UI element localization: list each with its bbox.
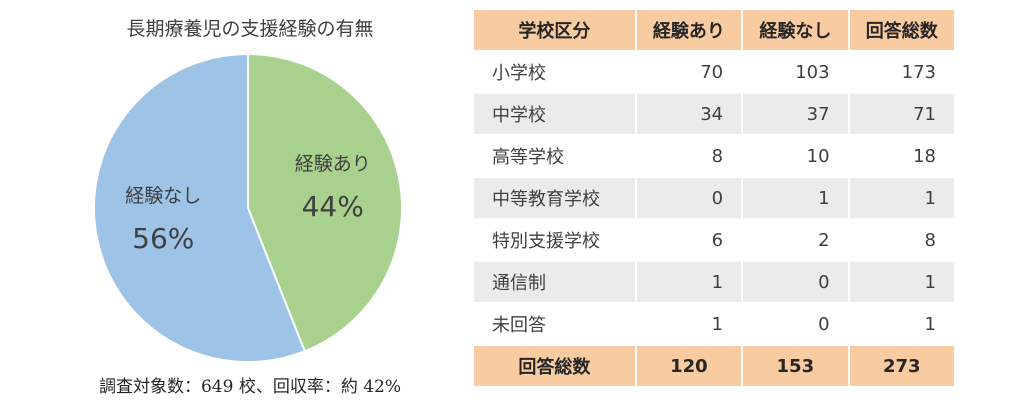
cell-not-experienced: 2 — [743, 220, 848, 260]
cell-not-experienced: 37 — [743, 94, 848, 134]
header-total: 回答総数 — [849, 10, 954, 50]
table-total-row: 回答総数 120 153 273 — [474, 346, 954, 386]
cell-total: 1 — [849, 304, 954, 344]
total-label: 回答総数 — [474, 346, 635, 386]
cell-total: 8 — [849, 220, 954, 260]
cell-school-type: 中学校 — [474, 94, 635, 134]
cell-not-experienced: 0 — [743, 262, 848, 302]
cell-total: 1 — [849, 178, 954, 218]
pie-slice — [247, 52, 403, 353]
cell-total: 71 — [849, 94, 954, 134]
header-not-experienced: 経験なし — [743, 10, 848, 50]
table-row: 未回答 1 0 1 — [474, 304, 954, 344]
school-table: 学校区分 経験あり 経験なし 回答総数 小学校 70 103 173 中学校 34 37 71… — [472, 8, 956, 388]
survey-note: 調査対象数：649 校、回収率：約 42% — [98, 377, 402, 397]
cell-experienced: 1 — [636, 262, 742, 302]
cell-school-type: 特別支援学校 — [474, 220, 635, 260]
cell-experienced: 1 — [636, 304, 742, 344]
cell-school-type: 小学校 — [474, 52, 635, 92]
cell-total: 1 — [849, 262, 954, 302]
cell-not-experienced: 103 — [743, 52, 848, 92]
pie-slice-label: 経験なし — [125, 185, 201, 207]
total-experienced: 120 — [636, 346, 742, 386]
pie-chart-title: 長期療養児の支援経験の有無 — [126, 18, 374, 40]
table-row: 小学校 70 103 173 — [474, 52, 954, 92]
cell-not-experienced: 0 — [743, 304, 848, 344]
table-row: 高等学校 8 10 18 — [474, 136, 954, 176]
pie-slice-percent: 56% — [132, 222, 194, 255]
total-all: 273 — [849, 346, 954, 386]
cell-not-experienced: 10 — [743, 136, 848, 176]
pie-slice-label: 経験あり — [295, 153, 371, 175]
cell-experienced: 0 — [636, 178, 742, 218]
table-row: 中学校 34 37 71 — [474, 94, 954, 134]
pie-chart: 経験あり 44% 経験なし 56% — [93, 52, 403, 363]
header-experienced: 経験あり — [636, 10, 742, 50]
cell-total: 18 — [849, 136, 954, 176]
cell-school-type: 未回答 — [474, 304, 635, 344]
table-row: 中等教育学校 0 1 1 — [474, 178, 954, 218]
table-header-row: 学校区分 経験あり 経験なし 回答総数 — [474, 10, 954, 50]
cell-experienced: 6 — [636, 220, 742, 260]
pie-slice — [93, 52, 306, 363]
table-row: 通信制 1 0 1 — [474, 262, 954, 302]
cell-school-type: 高等学校 — [474, 136, 635, 176]
cell-experienced: 34 — [636, 94, 742, 134]
cell-experienced: 70 — [636, 52, 742, 92]
header-school-type: 学校区分 — [474, 10, 635, 50]
cell-school-type: 中等教育学校 — [474, 178, 635, 218]
pie-slice-percent: 44% — [302, 190, 364, 223]
cell-school-type: 通信制 — [474, 262, 635, 302]
cell-not-experienced: 1 — [743, 178, 848, 218]
cell-total: 173 — [849, 52, 954, 92]
cell-experienced: 8 — [636, 136, 742, 176]
total-not-experienced: 153 — [743, 346, 848, 386]
table-row: 特別支援学校 6 2 8 — [474, 220, 954, 260]
